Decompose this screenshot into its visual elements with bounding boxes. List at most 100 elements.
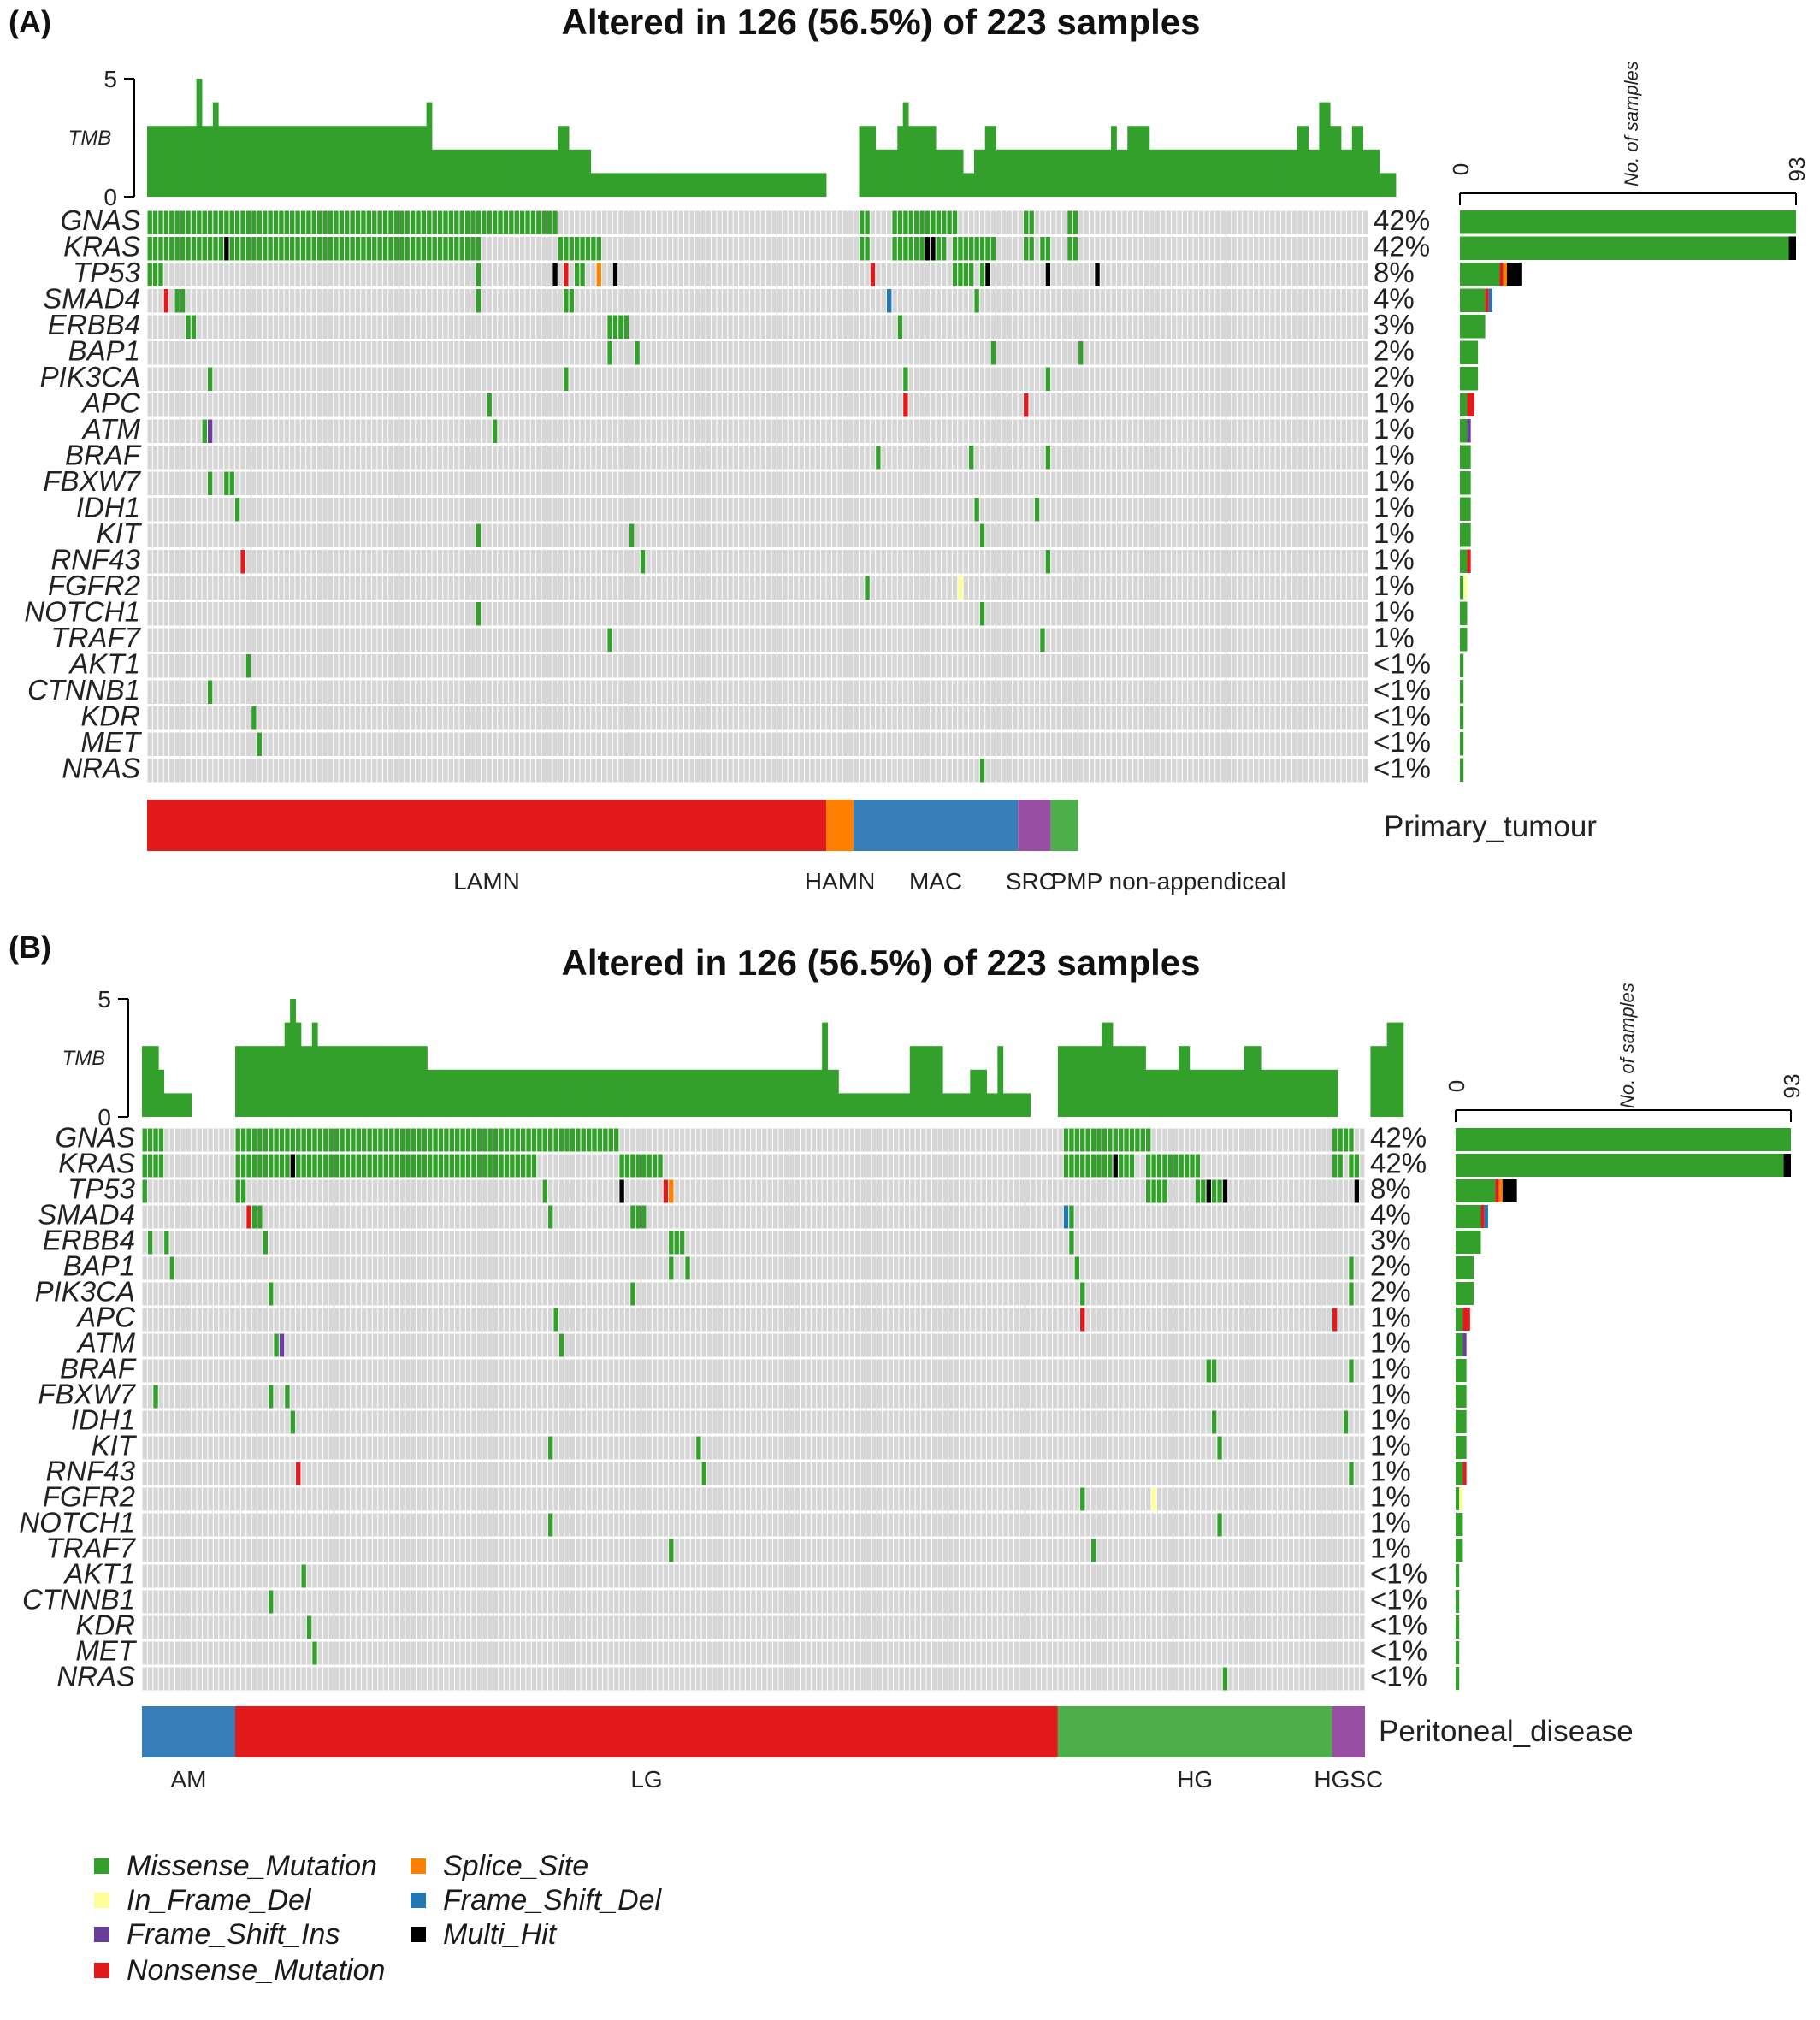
tmb-bar [1028, 149, 1035, 197]
tmb-bar [438, 1069, 445, 1117]
tmb-bar [718, 1069, 724, 1117]
tmb-bar [575, 1069, 582, 1117]
gene-percent-label: 1% [1370, 1532, 1411, 1563]
gene-percent-label: 2% [1374, 334, 1415, 366]
mutation-cell [268, 1282, 274, 1306]
tmb-bar [350, 1046, 357, 1117]
sample-count-bar [1456, 1487, 1460, 1510]
tmb-bar [782, 173, 789, 197]
tmb-bar [663, 1069, 669, 1117]
tmb-bar [388, 1046, 395, 1117]
tmb-bar [306, 1046, 313, 1117]
gene-label: FBXW7 [38, 1378, 136, 1409]
tmb-bar [734, 1069, 741, 1117]
annotation-group-label: HGSC [1314, 1766, 1383, 1793]
tmb-bar [191, 126, 198, 197]
tmb-bar [772, 1069, 779, 1117]
tmb-bar [727, 173, 734, 197]
tmb-bar [1113, 1046, 1119, 1117]
gene-label: KIT [92, 1429, 138, 1461]
gene-label: BRAF [60, 1352, 137, 1384]
sample-count-bar [1456, 1256, 1474, 1279]
tmb-bar [515, 1069, 521, 1117]
tmb-bar [789, 1069, 795, 1117]
mutation-cell [492, 419, 498, 444]
sample-count-bar [1788, 236, 1796, 260]
tmb-bar [356, 1046, 362, 1117]
tmb-bar [700, 173, 706, 197]
gene-percent-label: 1% [1374, 570, 1415, 601]
tmb-bar [1178, 1046, 1185, 1117]
sample-count-bar [1460, 628, 1468, 652]
gene-label: TRAF7 [50, 622, 141, 653]
mutation-cell [612, 263, 618, 287]
sample-count-bar [1499, 263, 1504, 286]
mutation-cell [1343, 1410, 1349, 1434]
tmb-bar [964, 1093, 971, 1117]
tmb-bar [339, 126, 345, 197]
tmb-bar [481, 149, 488, 197]
tmb-bar [1084, 1046, 1091, 1117]
tmb-bar [432, 1069, 439, 1117]
mutation-cell [629, 1282, 636, 1306]
tmb-bar [1293, 1069, 1300, 1117]
tmb-bar [750, 1069, 757, 1117]
mutation-cell [290, 1410, 296, 1434]
mutation-cell [984, 263, 991, 287]
tmb-bar [360, 126, 367, 197]
gene-percent-label: 1% [1370, 1506, 1411, 1538]
mutation-cell [1118, 1154, 1135, 1178]
gene-label: FGFR2 [43, 1480, 135, 1512]
tmb-bar [361, 1046, 368, 1117]
tmb-bar [449, 1069, 455, 1117]
tmb-bar [163, 1093, 170, 1117]
tmb-bar [585, 149, 592, 197]
mutation-cell [290, 1154, 296, 1178]
tmb-bar [273, 1046, 280, 1117]
sample-count-bar [1460, 367, 1479, 391]
mutation-cell [163, 288, 169, 313]
tmb-bar [262, 126, 269, 197]
mutation-cell [245, 653, 251, 678]
side-axis-label: No. of samples [1616, 983, 1638, 1108]
tmb-bar [1374, 149, 1380, 197]
tmb-bar [1258, 149, 1265, 197]
tmb-bar [426, 102, 433, 197]
tmb-bar [453, 149, 460, 197]
gene-label: GNAS [55, 1121, 135, 1153]
tmb-bar [508, 149, 515, 197]
tmb-bar [931, 1046, 938, 1117]
tmb-bar [1222, 1069, 1229, 1117]
tmb-bar [311, 1022, 318, 1117]
mutation-cell [1045, 367, 1051, 392]
gene-label: KDR [80, 700, 140, 731]
gene-percent-label: 1% [1370, 1326, 1411, 1358]
gene-percent-label: 42% [1374, 230, 1430, 262]
tmb-bar [202, 126, 208, 197]
gene-label: AKT1 [62, 1557, 135, 1589]
tmb-bar [970, 1069, 977, 1117]
tmb-bar [459, 149, 465, 197]
tmb-bar [991, 1093, 998, 1117]
tmb-bar [229, 126, 235, 197]
mutation-cell [279, 1333, 285, 1357]
tmb-bar [574, 149, 581, 197]
mutation-cell [1079, 1487, 1085, 1511]
tmb-bar [661, 173, 668, 197]
tmb-tick-label: 0 [98, 1104, 111, 1131]
gene-label: IDH1 [71, 1403, 135, 1435]
tmb-bar [597, 1069, 604, 1117]
tmb-bar [1050, 149, 1057, 197]
gene-percent-label: <1% [1370, 1634, 1427, 1666]
sample-count-bar [1456, 1154, 1784, 1177]
tmb-bar [180, 126, 186, 197]
tmb-bar [245, 126, 252, 197]
sample-count-bar [1456, 1436, 1467, 1459]
mutation-cell [542, 1179, 548, 1203]
tmb-bar [1156, 1069, 1163, 1117]
mutation-cell [547, 1513, 553, 1537]
tmb-bar [147, 126, 153, 197]
tmb-bar [1385, 173, 1392, 197]
mutation-cell [1348, 1462, 1355, 1485]
